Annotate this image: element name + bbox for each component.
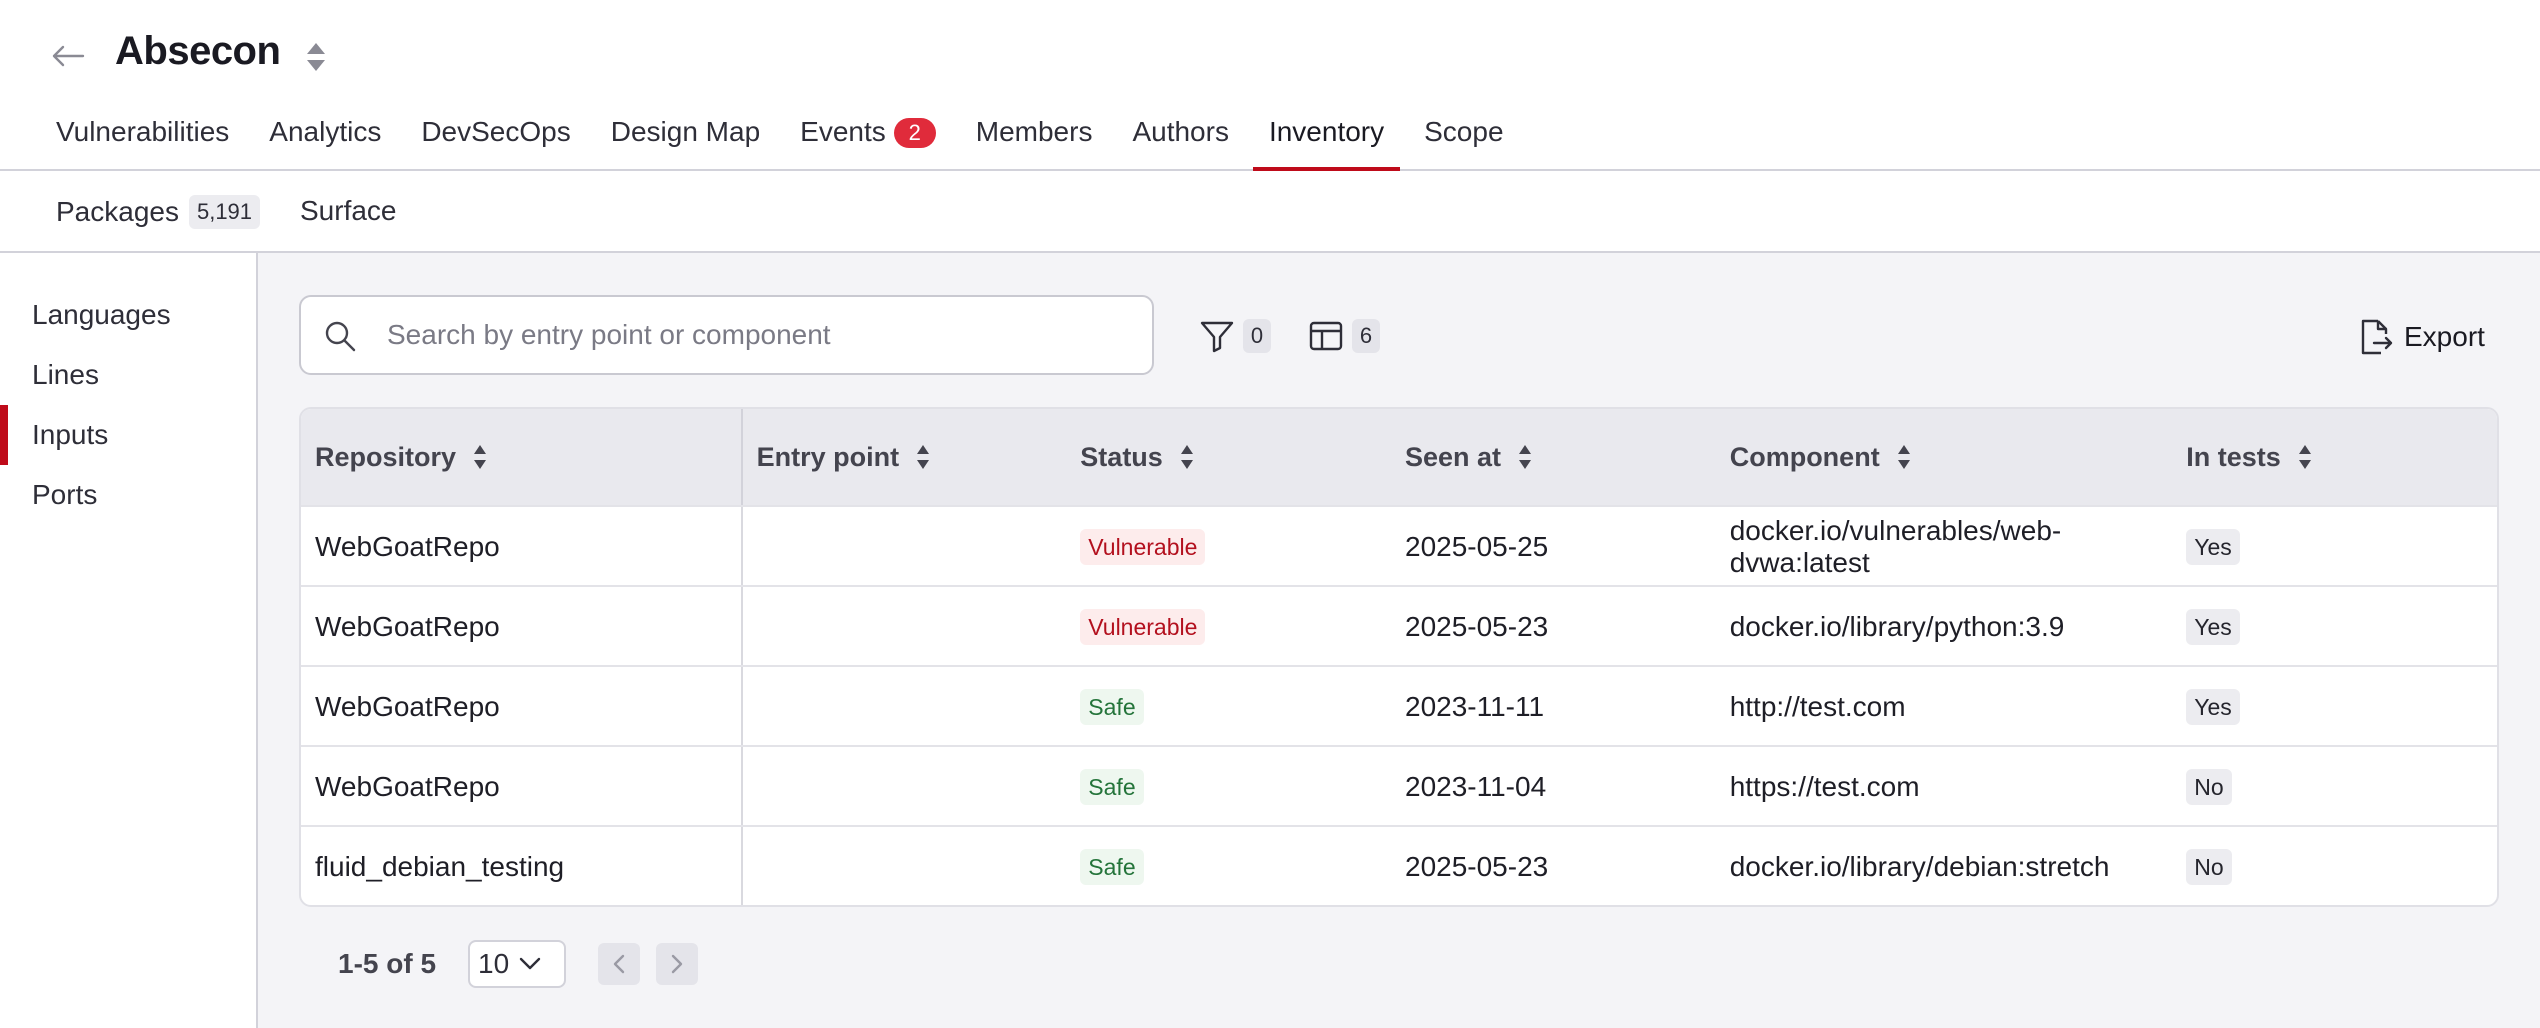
cell-seen-at: 2023-11-04: [1405, 771, 1547, 802]
sort-icon: [917, 445, 930, 469]
next-page-button[interactable]: [656, 943, 699, 985]
cell-seen-at: 2023-11-11: [1405, 691, 1545, 722]
columns-button[interactable]: 6: [1308, 316, 1380, 356]
sort-icon: [474, 445, 487, 469]
table-header: Repository Entry point Status Seen at Co…: [301, 409, 2497, 505]
column-header-component[interactable]: Component: [1716, 409, 2173, 505]
sort-icon: [1180, 445, 1193, 469]
cell-entry-point: [743, 827, 1067, 905]
sidebar: Languages Lines Inputs Ports: [0, 253, 258, 1028]
tab-members[interactable]: Members: [975, 116, 1093, 147]
cell-component: https://test.com: [1729, 771, 1920, 802]
page-range: 1-5 of 5: [338, 948, 437, 979]
cell-entry-point: [743, 667, 1067, 747]
cell-component: docker.io/library/debian:stretch: [1729, 851, 2110, 882]
cell-repository: WebGoatRepo: [301, 507, 743, 587]
back-button[interactable]: [48, 36, 88, 76]
events-count-badge: 2: [893, 118, 936, 148]
in-tests-badge: No: [2186, 849, 2232, 885]
sort-icon: [2298, 445, 2311, 469]
tab-vulnerabilities[interactable]: Vulnerabilities: [56, 116, 230, 147]
column-header-entry-point[interactable]: Entry point: [743, 409, 1067, 505]
cell-seen-at: 2025-05-23: [1405, 851, 1549, 882]
chevron-left-icon: [613, 954, 625, 974]
cell-repository: WebGoatRepo: [301, 587, 743, 667]
columns-count: 6: [1352, 319, 1380, 353]
filter-button[interactable]: 0: [1199, 316, 1271, 356]
cell-entry-point: [743, 507, 1067, 587]
page-title: Absecon: [115, 29, 281, 73]
sidebar-item-ports[interactable]: Ports: [32, 479, 98, 510]
cell-repository: fluid_debian_testing: [301, 827, 743, 905]
column-header-repository[interactable]: Repository: [301, 409, 743, 505]
in-tests-badge: Yes: [2186, 689, 2240, 725]
previous-page-button[interactable]: [598, 943, 641, 985]
tab-events[interactable]: Events 2: [784, 108, 952, 171]
in-tests-badge: Yes: [2186, 529, 2240, 565]
sidebar-item-lines[interactable]: Lines: [32, 359, 99, 390]
export-button[interactable]: Export: [2356, 315, 2485, 359]
export-icon: [2361, 319, 2393, 355]
pagination: 1-5 of 5 10: [338, 939, 699, 989]
sort-icon[interactable]: [303, 40, 329, 74]
table-row[interactable]: fluid_debian_testing Safe 2025-05-23 doc…: [301, 825, 2497, 905]
filter-count: 0: [1243, 319, 1271, 353]
cell-entry-point: [743, 747, 1067, 827]
tab-scope[interactable]: Scope: [1424, 116, 1504, 147]
sub-tabs: Packages 5,191 Surface: [0, 171, 2540, 253]
tab-analytics[interactable]: Analytics: [269, 116, 382, 147]
filter-icon: [1200, 321, 1234, 353]
arrow-left-icon: [52, 45, 85, 67]
search-input[interactable]: [387, 311, 1127, 359]
tab-inventory[interactable]: Inventory: [1252, 108, 1401, 173]
cell-entry-point: [743, 587, 1067, 667]
status-badge: Safe: [1080, 689, 1144, 725]
search-icon: [325, 321, 356, 352]
tab-authors[interactable]: Authors: [1132, 116, 1229, 147]
table-row[interactable]: WebGoatRepo Vulnerable 2025-05-23 docker…: [301, 585, 2497, 667]
page-size-select[interactable]: 10: [468, 940, 567, 988]
page-header: Absecon Vulnerabilities Analytics DevSec…: [0, 0, 2540, 173]
status-badge: Safe: [1080, 849, 1144, 885]
in-tests-badge: No: [2186, 769, 2232, 805]
sort-icon: [1519, 445, 1532, 469]
table-row[interactable]: WebGoatRepo Vulnerable 2025-05-25 docker…: [301, 505, 2497, 587]
cell-seen-at: 2025-05-25: [1405, 531, 1549, 562]
status-badge: Safe: [1080, 769, 1144, 805]
status-badge: Vulnerable: [1080, 609, 1206, 645]
main-content: 0 6 Export Repository Entry point Status…: [258, 253, 2540, 1028]
packages-count-badge: 5,191: [188, 195, 261, 229]
chevron-right-icon: [671, 954, 683, 974]
in-tests-badge: Yes: [2186, 609, 2240, 645]
subtab-packages[interactable]: Packages 5,191: [56, 195, 261, 229]
table-row[interactable]: WebGoatRepo Safe 2023-11-04 https://test…: [301, 745, 2497, 827]
status-badge: Vulnerable: [1080, 529, 1206, 565]
cell-repository: WebGoatRepo: [301, 747, 743, 827]
inputs-table: Repository Entry point Status Seen at Co…: [299, 407, 2499, 907]
sidebar-item-inputs[interactable]: Inputs: [0, 405, 256, 465]
cell-seen-at: 2025-05-23: [1405, 611, 1549, 642]
cell-component: docker.io/library/python:3.9: [1729, 611, 2065, 642]
subtab-surface[interactable]: Surface: [300, 195, 397, 226]
column-header-seen-at[interactable]: Seen at: [1391, 409, 1716, 505]
main-tabs: Vulnerabilities Analytics DevSecOps Desi…: [40, 108, 1520, 173]
sort-icon: [1897, 445, 1910, 469]
columns-icon: [1309, 321, 1343, 351]
column-header-status[interactable]: Status: [1066, 409, 1391, 505]
chevron-down-icon: [519, 957, 541, 970]
cell-repository: WebGoatRepo: [301, 667, 743, 747]
cell-component: docker.io/vulnerables/web-dvwa:latest: [1729, 515, 2062, 578]
column-header-in-tests[interactable]: In tests: [2172, 409, 2497, 505]
cell-component: http://test.com: [1729, 691, 1906, 722]
tab-devsecops[interactable]: DevSecOps: [421, 116, 571, 147]
table-row[interactable]: WebGoatRepo Safe 2023-11-11 http://test.…: [301, 665, 2497, 747]
sidebar-item-languages[interactable]: Languages: [32, 299, 171, 330]
tab-design-map[interactable]: Design Map: [610, 116, 761, 147]
search-box: [299, 295, 1154, 375]
